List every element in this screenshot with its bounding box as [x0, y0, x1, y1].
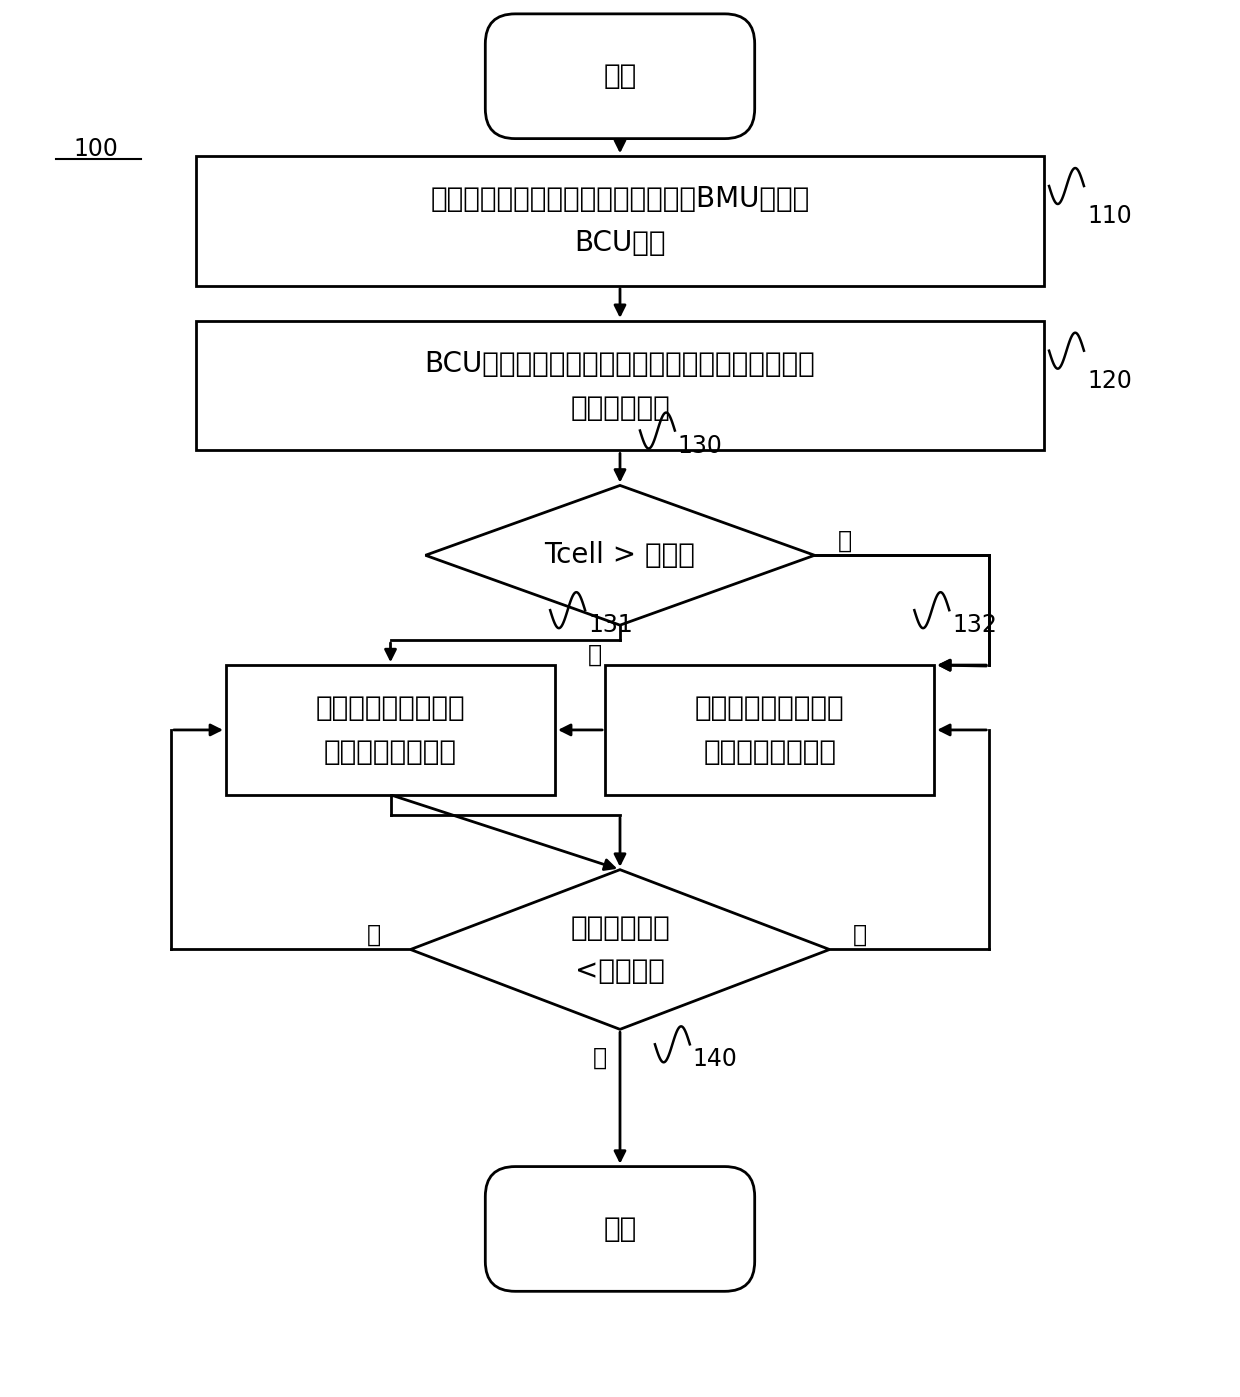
Text: BCU主板在接收的实时检测数据小于预设阈値时，: BCU主板在接收的实时检测数据小于预设阈値时，: [424, 349, 816, 377]
Text: 110: 110: [1087, 204, 1132, 228]
Text: 否: 否: [593, 1045, 608, 1069]
Text: 结束: 结束: [604, 1215, 636, 1243]
Text: 检测装置将实时采集的检测数据通过BMU传输至: 检测装置将实时采集的检测数据通过BMU传输至: [430, 184, 810, 212]
Text: 为模组加热片加热: 为模组加热片加热: [324, 738, 458, 766]
Text: 120: 120: [1087, 369, 1132, 393]
Text: 是: 是: [837, 528, 852, 552]
Text: Tcell > 预设値: Tcell > 预设値: [544, 541, 696, 570]
Polygon shape: [410, 870, 830, 1030]
Text: <预设阈値: <预设阈値: [575, 957, 665, 985]
Text: 启动干燥装置: 启动干燥装置: [570, 394, 670, 422]
Text: 130: 130: [678, 433, 723, 457]
Text: 为陶瓷加热片加热: 为陶瓷加热片加热: [703, 738, 836, 766]
Text: 干燥装置的加热方式: 干燥装置的加热方式: [316, 694, 465, 722]
Bar: [196, 156, 1044, 286]
Polygon shape: [425, 485, 815, 624]
Text: 131: 131: [588, 613, 632, 637]
FancyBboxPatch shape: [485, 14, 755, 138]
Text: 100: 100: [73, 137, 119, 161]
Text: 是: 是: [366, 922, 381, 947]
Text: 实时检测数据: 实时检测数据: [570, 914, 670, 942]
Text: 否: 否: [588, 643, 603, 668]
Text: 干燥装置的加热方式: 干燥装置的加热方式: [694, 694, 844, 722]
Text: 是: 是: [852, 922, 867, 947]
Text: BCU主板: BCU主板: [574, 229, 666, 257]
Bar: [605, 665, 934, 795]
FancyBboxPatch shape: [485, 1166, 755, 1291]
Text: 140: 140: [693, 1048, 738, 1071]
Text: 132: 132: [952, 613, 997, 637]
Bar: [196, 321, 1044, 450]
Text: 开始: 开始: [604, 63, 636, 91]
Bar: [226, 665, 556, 795]
